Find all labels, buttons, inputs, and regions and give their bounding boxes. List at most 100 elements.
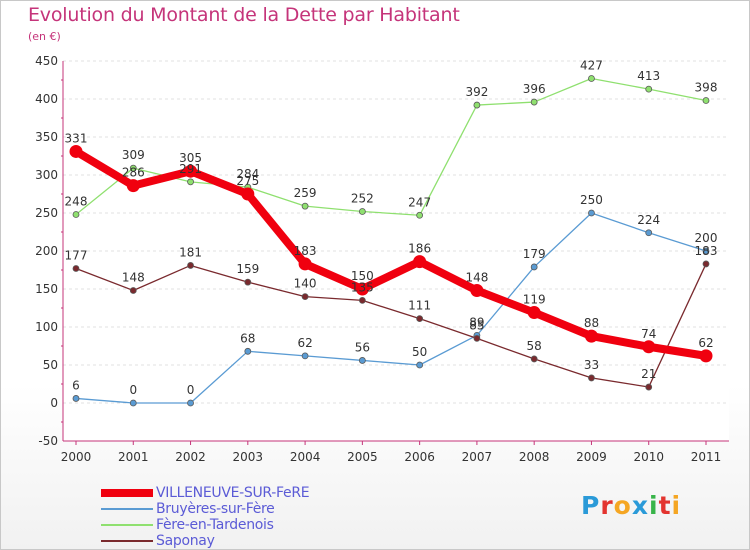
x-tick-label: 2010 <box>633 450 664 464</box>
data-label: 392 <box>465 85 488 99</box>
legend-label: Saponay <box>156 533 215 549</box>
y-tick-label: -50 <box>38 434 58 448</box>
data-label: 33 <box>584 358 599 372</box>
data-label: 135 <box>351 280 374 294</box>
y-tick-label: 450 <box>35 54 58 68</box>
data-label: 177 <box>65 248 88 262</box>
data-label: 248 <box>65 195 88 209</box>
data-point <box>358 208 366 215</box>
data-point <box>473 101 481 109</box>
data-point <box>642 340 656 354</box>
data-label: 6 <box>72 378 80 392</box>
data-point <box>588 75 595 82</box>
x-tick-label: 2007 <box>462 450 493 464</box>
data-point <box>129 287 137 294</box>
data-label: 148 <box>465 271 488 285</box>
y-tick-label: 300 <box>35 168 58 182</box>
x-tick-label: 2004 <box>290 450 321 464</box>
data-point <box>702 247 710 255</box>
data-label: 148 <box>122 271 145 285</box>
data-point <box>301 293 309 301</box>
legend-label: Bruyères-sur-Fère <box>156 501 275 517</box>
data-point <box>72 265 80 272</box>
data-label: 62 <box>698 336 713 350</box>
x-tick-label: 2008 <box>519 450 550 464</box>
data-label: 247 <box>408 195 431 209</box>
data-point <box>584 329 598 343</box>
data-point <box>530 98 538 106</box>
data-point <box>72 211 80 218</box>
data-label: 259 <box>294 186 317 200</box>
data-label: 413 <box>637 69 660 83</box>
data-label: 21 <box>641 367 656 381</box>
data-label: 85 <box>469 318 484 332</box>
data-point <box>72 395 80 402</box>
data-point <box>645 85 653 93</box>
data-label: 74 <box>641 327 656 341</box>
legend-label: Fère-en-Tardenois <box>156 517 274 533</box>
y-tick-label: 50 <box>43 358 58 372</box>
x-tick-label: 2001 <box>118 450 149 464</box>
data-point <box>184 164 198 178</box>
data-label: 396 <box>523 82 546 96</box>
x-tick-label: 2003 <box>233 450 264 464</box>
data-point <box>645 383 653 391</box>
data-point <box>355 282 369 296</box>
logo-letter: P <box>581 491 601 520</box>
y-tick-label: 100 <box>35 320 58 334</box>
data-point <box>126 179 140 193</box>
y-tick-label: 250 <box>35 206 58 220</box>
legend-label: VILLENEUVE-SUR-FeRE <box>156 485 310 501</box>
data-point <box>69 144 83 158</box>
data-point <box>702 260 710 268</box>
data-label: 284 <box>236 167 259 181</box>
series-line-3 <box>75 263 707 388</box>
data-label: 275 <box>236 174 259 188</box>
y-tick-label: 350 <box>35 130 58 144</box>
series-line-1 <box>75 212 707 404</box>
data-label: 0 <box>129 383 137 397</box>
x-tick-label: 2006 <box>404 450 435 464</box>
data-point <box>416 361 424 369</box>
data-label: 0 <box>187 383 195 397</box>
logo-letter: t <box>658 491 672 520</box>
data-point <box>413 255 427 269</box>
legend-swatch <box>101 508 153 510</box>
data-point <box>241 187 255 201</box>
data-point <box>301 202 309 210</box>
data-point <box>588 374 595 382</box>
data-point <box>588 209 595 217</box>
data-point <box>470 284 484 298</box>
data-label: 62 <box>297 336 312 350</box>
data-point <box>129 164 137 172</box>
data-label: 224 <box>637 213 660 227</box>
data-label: 427 <box>580 58 603 72</box>
y-tick-label: 200 <box>35 244 58 258</box>
y-tick-label: 400 <box>35 92 58 106</box>
logo-letter: i <box>649 491 659 520</box>
unit-label: (en €) <box>28 30 61 43</box>
data-label: 50 <box>412 345 427 359</box>
data-label: 305 <box>179 151 202 165</box>
data-label: 88 <box>584 316 599 330</box>
data-label: 140 <box>294 277 317 291</box>
data-label: 58 <box>527 339 542 353</box>
data-point <box>187 178 194 186</box>
data-point <box>129 399 137 407</box>
data-label: 89 <box>469 315 484 329</box>
data-label: 183 <box>294 244 317 258</box>
data-label: 150 <box>351 269 374 283</box>
data-label: 200 <box>695 231 718 245</box>
data-point <box>187 399 194 407</box>
data-label: 398 <box>695 81 718 95</box>
data-point <box>298 257 312 271</box>
data-label: 250 <box>580 193 603 207</box>
logo-letter: i <box>671 491 682 520</box>
data-point <box>301 352 309 360</box>
logo-letter: x <box>631 491 649 520</box>
logo-letter: o <box>613 491 632 520</box>
data-point <box>527 306 541 320</box>
legend-swatch <box>101 540 153 542</box>
